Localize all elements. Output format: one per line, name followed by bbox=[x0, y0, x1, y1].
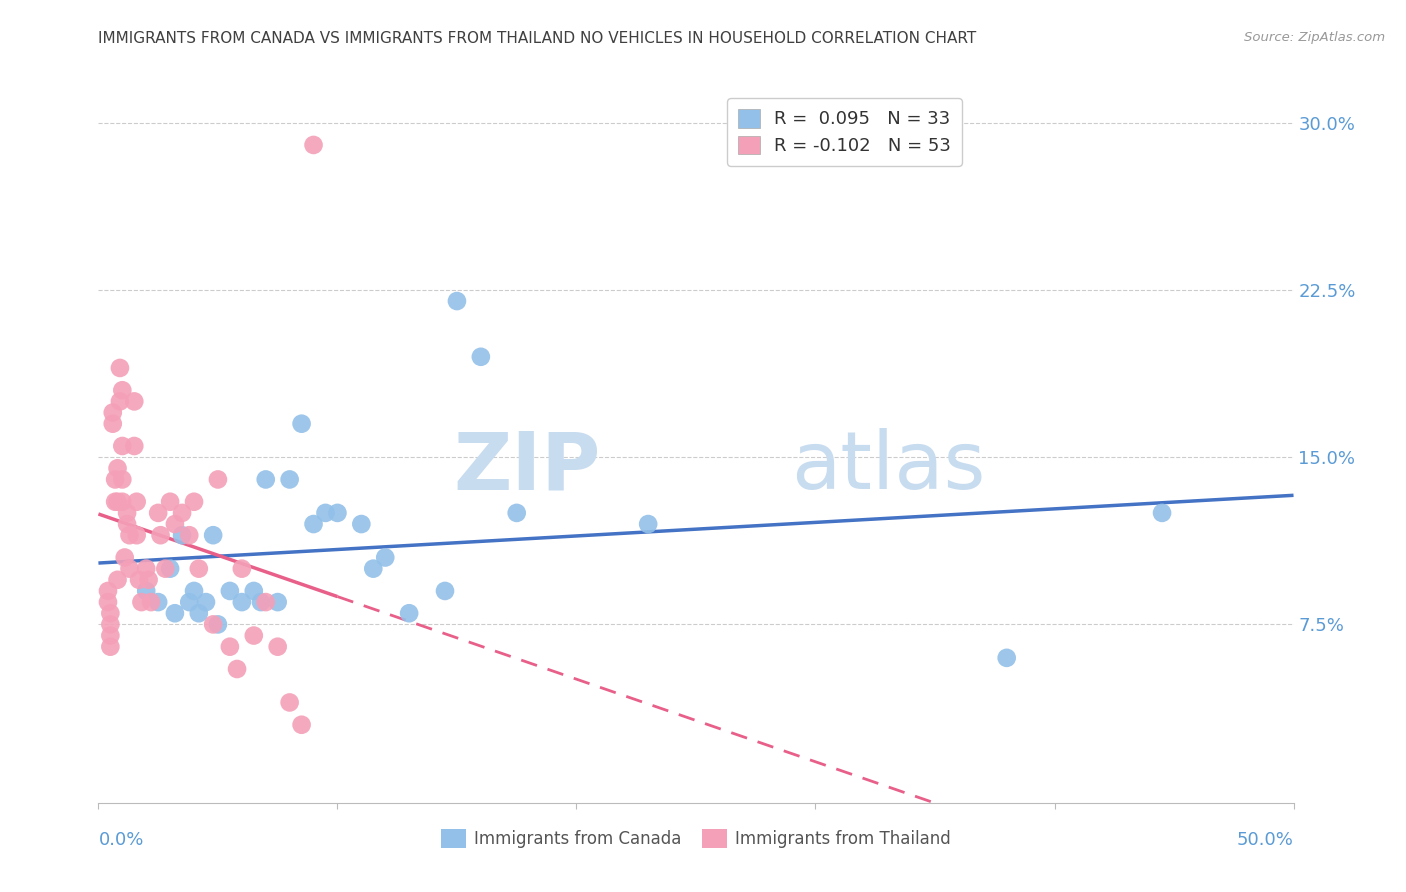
Point bbox=[125, 494, 148, 508]
Point bbox=[104, 472, 127, 486]
Point bbox=[98, 617, 122, 632]
Text: IMMIGRANTS FROM CANADA VS IMMIGRANTS FROM THAILAND NO VEHICLES IN HOUSEHOLD CORR: IMMIGRANTS FROM CANADA VS IMMIGRANTS FRO… bbox=[98, 31, 977, 46]
Point bbox=[115, 506, 138, 520]
Point bbox=[111, 439, 134, 453]
Point bbox=[98, 607, 122, 621]
Point bbox=[98, 628, 122, 642]
Point bbox=[138, 573, 160, 587]
Point bbox=[231, 562, 253, 576]
Legend: Immigrants from Canada, Immigrants from Thailand: Immigrants from Canada, Immigrants from … bbox=[434, 822, 957, 855]
Point bbox=[254, 595, 277, 609]
Point bbox=[148, 506, 170, 520]
Point bbox=[97, 595, 120, 609]
Point bbox=[226, 662, 249, 676]
Point bbox=[101, 405, 124, 419]
Point bbox=[363, 562, 385, 576]
Point bbox=[207, 472, 229, 486]
Point bbox=[163, 517, 186, 532]
Point bbox=[278, 696, 301, 710]
Point bbox=[149, 528, 172, 542]
Point bbox=[202, 528, 225, 542]
Point bbox=[111, 472, 134, 486]
Point bbox=[446, 293, 468, 308]
Text: Source: ZipAtlas.com: Source: ZipAtlas.com bbox=[1244, 31, 1385, 45]
Point bbox=[118, 528, 141, 542]
Point bbox=[470, 350, 492, 364]
Point bbox=[115, 517, 138, 532]
Point bbox=[114, 550, 136, 565]
Point bbox=[131, 595, 153, 609]
Point bbox=[148, 595, 170, 609]
Point bbox=[172, 506, 194, 520]
Point bbox=[291, 417, 314, 431]
Point bbox=[202, 617, 225, 632]
Point bbox=[267, 595, 290, 609]
Point bbox=[163, 607, 186, 621]
Point bbox=[159, 494, 181, 508]
Point bbox=[302, 137, 325, 152]
Point bbox=[179, 595, 201, 609]
Point bbox=[124, 394, 146, 409]
Point bbox=[128, 573, 150, 587]
Point bbox=[139, 595, 162, 609]
Point bbox=[111, 384, 134, 398]
Point bbox=[108, 360, 131, 375]
Text: ZIP: ZIP bbox=[453, 428, 600, 507]
Point bbox=[207, 617, 229, 632]
Point bbox=[124, 439, 146, 453]
Point bbox=[107, 494, 129, 508]
Point bbox=[374, 550, 396, 565]
Point bbox=[506, 506, 529, 520]
Point bbox=[135, 583, 157, 598]
Point bbox=[250, 595, 273, 609]
Point bbox=[315, 506, 337, 520]
Point bbox=[995, 651, 1018, 665]
Point bbox=[187, 607, 209, 621]
Point bbox=[159, 562, 181, 576]
Point bbox=[243, 628, 266, 642]
Text: 50.0%: 50.0% bbox=[1237, 830, 1294, 848]
Point bbox=[97, 583, 120, 598]
Point bbox=[155, 562, 177, 576]
Point bbox=[172, 528, 194, 542]
Point bbox=[111, 494, 134, 508]
Point bbox=[326, 506, 349, 520]
Point bbox=[219, 640, 242, 654]
Point bbox=[278, 472, 301, 486]
Point bbox=[108, 394, 131, 409]
Point bbox=[350, 517, 373, 532]
Point bbox=[291, 717, 314, 731]
Point bbox=[195, 595, 218, 609]
Text: 0.0%: 0.0% bbox=[98, 830, 143, 848]
Text: atlas: atlas bbox=[792, 428, 986, 507]
Point bbox=[267, 640, 290, 654]
Point bbox=[135, 562, 157, 576]
Point bbox=[107, 573, 129, 587]
Point bbox=[231, 595, 253, 609]
Point bbox=[183, 494, 205, 508]
Point bbox=[101, 417, 124, 431]
Point bbox=[302, 517, 325, 532]
Point bbox=[219, 583, 242, 598]
Point bbox=[183, 583, 205, 598]
Point bbox=[107, 461, 129, 475]
Point bbox=[179, 528, 201, 542]
Point bbox=[254, 472, 277, 486]
Point bbox=[637, 517, 659, 532]
Point bbox=[118, 562, 141, 576]
Point bbox=[398, 607, 420, 621]
Point bbox=[187, 562, 209, 576]
Point bbox=[104, 494, 127, 508]
Point bbox=[125, 528, 148, 542]
Point bbox=[1152, 506, 1174, 520]
Point bbox=[98, 640, 122, 654]
Point bbox=[243, 583, 266, 598]
Point bbox=[434, 583, 457, 598]
